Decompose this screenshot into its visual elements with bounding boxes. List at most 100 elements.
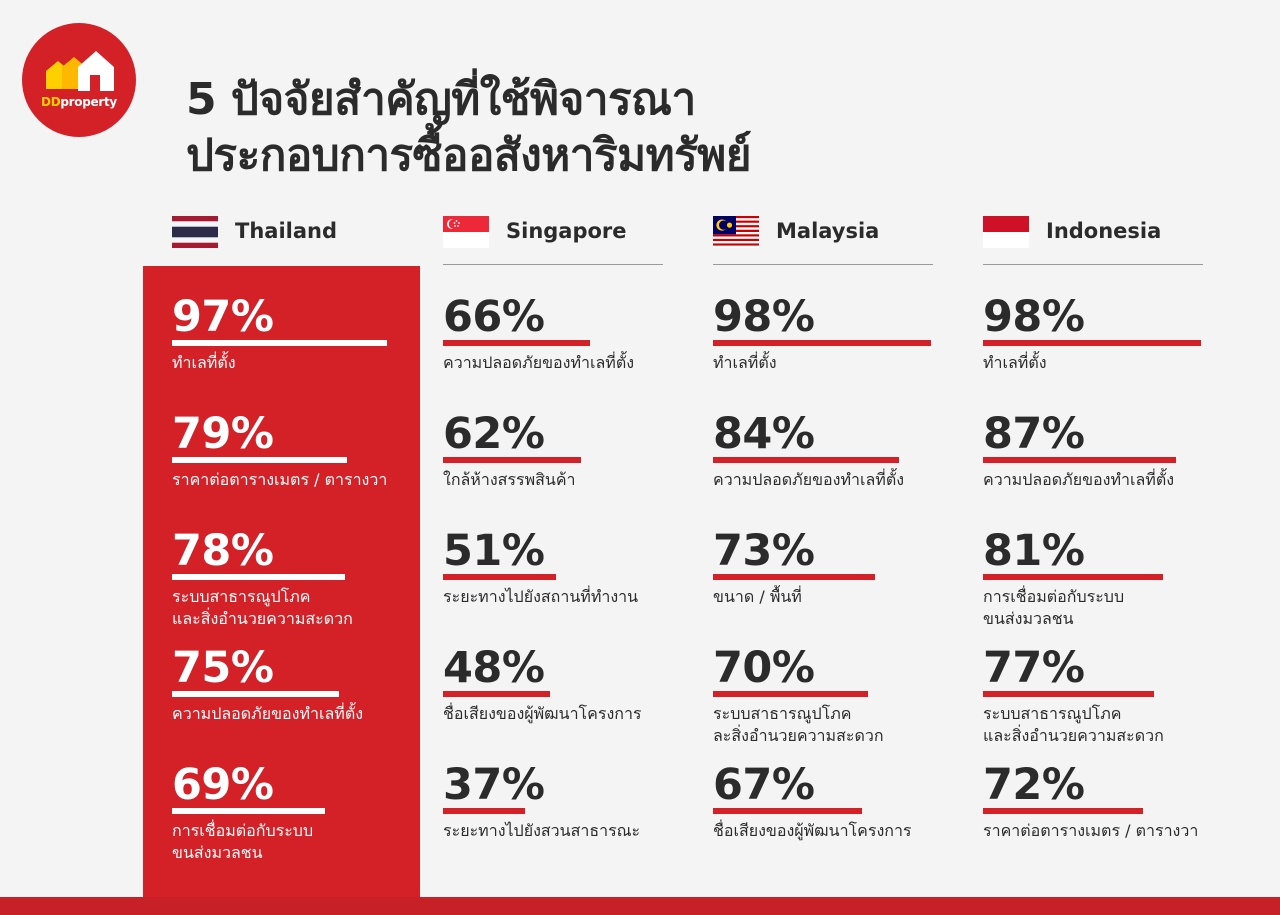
flag-thailand-icon <box>172 216 218 252</box>
percent-bar <box>172 574 345 580</box>
percent-value: 98% <box>983 292 1085 342</box>
percent-bar <box>713 691 868 697</box>
bottom-accent-bar <box>0 897 1280 915</box>
factor-label-line: ขนส่งมวลชน <box>172 843 263 862</box>
factor-label-line: ระบบสาธารณูปโภค <box>713 704 852 723</box>
percent-value: 48% <box>443 643 545 693</box>
factor-label: การเชื่อมต่อกับระบบ ขนส่งมวลชน <box>172 820 313 864</box>
percent-bar <box>983 574 1163 580</box>
percent-bar <box>443 808 525 814</box>
factor-label-line: ระบบสาธารณูปโภค <box>983 704 1122 723</box>
percent-value: 77% <box>983 643 1085 693</box>
factor-label: ราคาต่อตารางเมตร / ตารางวา <box>983 820 1198 842</box>
logo-dd: DD <box>41 95 61 109</box>
column-divider <box>713 264 933 265</box>
factor-label-line: การเชื่อมต่อกับระบบ <box>983 587 1125 606</box>
factor-label: ระบบสาธารณูปโภค และสิ่งอำนวยความสะดวก <box>983 703 1164 747</box>
factor-label: ระบบสาธารณูปโภคและสิ่งอำนวยความสะดวก <box>172 586 353 630</box>
percent-value: 73% <box>713 526 815 576</box>
flag-singapore-icon <box>443 216 489 252</box>
factor-label: ทำเลที่ตั้ง <box>983 352 1047 374</box>
factor-label-line: ชื่อเสียงของผู้พัฒนาโครงการ <box>443 704 642 723</box>
percent-bar <box>713 457 899 463</box>
logo-wordmark: DDproperty <box>22 95 136 109</box>
factor-label: ระยะทางไปยังสถานที่ทำงาน <box>443 586 638 608</box>
factor-label: ความปลอดภัยของทำเลที่ตั้ง <box>983 469 1174 491</box>
percent-bar <box>172 691 339 697</box>
percent-value: 37% <box>443 760 545 810</box>
title-line-1: 5 ปัจจัยสำคัญที่ใช้พิจารณา <box>186 74 696 125</box>
country-name: Indonesia <box>1046 219 1162 243</box>
country-name: Singapore <box>506 219 627 243</box>
percent-value: 69% <box>172 760 274 810</box>
page-title: 5 ปัจจัยสำคัญที่ใช้พิจารณา ประกอบการซื้อ… <box>186 72 886 184</box>
factor-label-line: ความปลอดภัยของทำเลที่ตั้ง <box>172 704 364 723</box>
factor-label-line: ละสิ่งอำนวยความสะดวก <box>713 726 884 745</box>
factor-label: ระยะทางไปยังสวนสาธารณะ <box>443 820 640 842</box>
factor-label: การเชื่อมต่อกับระบบขนส่งมวลชน <box>983 586 1124 630</box>
factor-label: ราคาต่อตารางเมตร / ตารางวา <box>172 469 387 491</box>
percent-bar <box>443 457 581 463</box>
factor-label: ระบบสาธารณูปโภคละสิ่งอำนวยความสะดวก <box>713 703 884 747</box>
flag-malaysia-icon <box>713 216 759 252</box>
factor-label: ทำเลที่ตั้ง <box>172 352 236 374</box>
percent-bar <box>713 574 875 580</box>
percent-bar <box>172 340 387 346</box>
percent-value: 51% <box>443 526 545 576</box>
percent-bar <box>983 340 1201 346</box>
percent-value: 72% <box>983 760 1085 810</box>
percent-bar <box>172 457 347 463</box>
factor-label: ใกล้ห้างสรรพสินค้า <box>443 469 576 491</box>
percent-value: 98% <box>713 292 815 342</box>
factor-label-line: ทำเลที่ตั้ง <box>713 353 777 372</box>
factor-label-line: ทำเลที่ตั้ง <box>172 353 236 372</box>
factor-label: ชื่อเสียงของผู้พัฒนาโครงการ <box>713 820 912 842</box>
factor-label-line: และสิ่งอำนวยความสะดวก <box>172 609 353 628</box>
percent-bar <box>983 691 1154 697</box>
column-divider <box>443 264 663 265</box>
thailand-highlight-panel <box>143 266 420 915</box>
factor-label-line: ระบบสาธารณูปโภค <box>172 587 311 606</box>
percent-value: 62% <box>443 409 545 459</box>
percent-bar <box>443 691 550 697</box>
percent-bar <box>983 457 1176 463</box>
country-name: Malaysia <box>776 219 880 243</box>
percent-value: 66% <box>443 292 545 342</box>
factor-label-line: ระยะทางไปยังสถานที่ทำงาน <box>443 587 639 606</box>
percent-value: 67% <box>713 760 815 810</box>
percent-bar <box>713 340 931 346</box>
percent-bar <box>983 808 1143 814</box>
ddproperty-logo: DDproperty <box>22 23 136 137</box>
factor-label-line: ความปลอดภัยของทำเลที่ตั้ง <box>443 353 635 372</box>
percent-value: 79% <box>172 409 274 459</box>
percent-value: 75% <box>172 643 274 693</box>
factor-label: ความปลอดภัยของทำเลที่ตั้ง <box>172 703 363 725</box>
house-logo-icon <box>46 51 114 91</box>
factor-label-line: ทำเลที่ตั้ง <box>983 353 1047 372</box>
factor-label: ทำเลที่ตั้ง <box>713 352 777 374</box>
factor-label: ความปลอดภัยของทำเลที่ตั้ง <box>713 469 904 491</box>
factor-label-line: ใกล้ห้างสรรพสินค้า <box>443 470 576 489</box>
factor-label: ชื่อเสียงของผู้พัฒนาโครงการ <box>443 703 642 725</box>
country-name: Thailand <box>235 219 337 243</box>
percent-value: 70% <box>713 643 815 693</box>
percent-bar <box>443 574 556 580</box>
percent-value: 81% <box>983 526 1085 576</box>
percent-bar <box>172 808 325 814</box>
factor-label-line: ขนส่งมวลชน <box>983 609 1074 628</box>
factor-label-line: ราคาต่อตารางเมตร / ตารางวา <box>172 470 388 489</box>
percent-value: 78% <box>172 526 274 576</box>
column-divider <box>983 264 1203 265</box>
percent-value: 87% <box>983 409 1085 459</box>
title-line-2: ประกอบการซื้ออสังหาริมทรัพย์ <box>186 130 752 181</box>
flag-indonesia-icon <box>983 216 1029 252</box>
factor-label-line: ความปลอดภัยของทำเลที่ตั้ง <box>713 470 905 489</box>
percent-value: 97% <box>172 292 274 342</box>
factor-label: ความปลอดภัยของทำเลที่ตั้ง <box>443 352 634 374</box>
factor-label: ขนาด / พื้นที่ <box>713 586 802 608</box>
percent-bar <box>443 340 590 346</box>
factor-label-line: ระยะทางไปยังสวนสาธารณะ <box>443 821 641 840</box>
logo-property: property <box>60 95 117 109</box>
factor-label-line: ความปลอดภัยของทำเลที่ตั้ง <box>983 470 1175 489</box>
factor-label-line: ชื่อเสียงของผู้พัฒนาโครงการ <box>713 821 912 840</box>
